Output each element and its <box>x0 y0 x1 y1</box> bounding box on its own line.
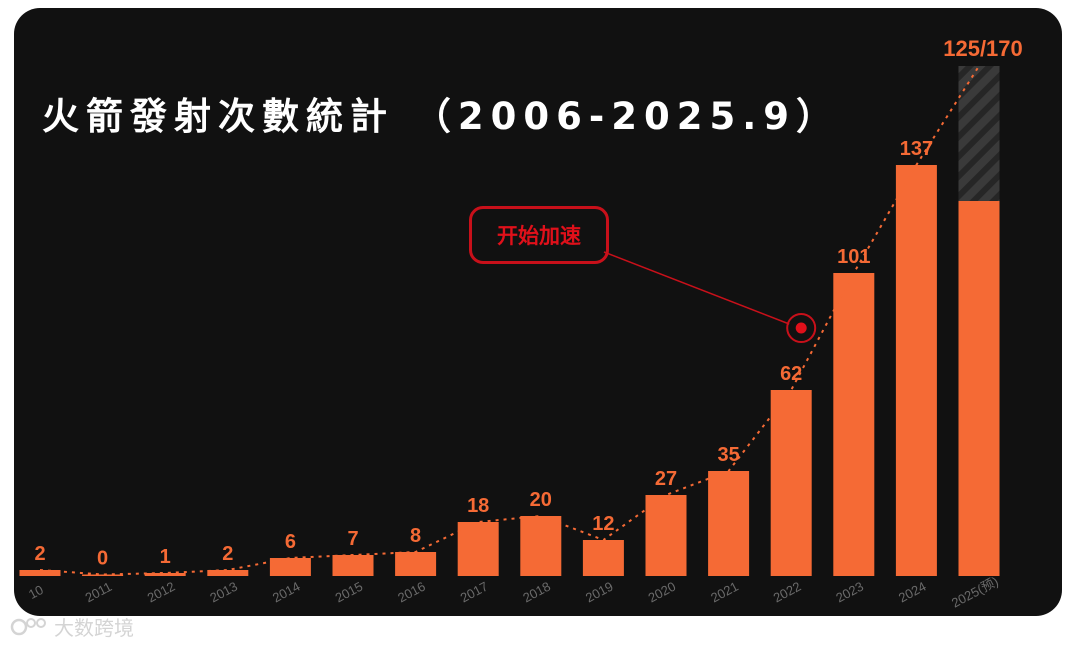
tick-label-2019: 2019 <box>583 579 616 606</box>
tick-label-2022: 2022 <box>771 579 804 606</box>
bar-2012 <box>144 573 186 576</box>
watermark: 大数跨境 <box>10 612 134 641</box>
tick-label-2014: 2014 <box>270 579 303 606</box>
bar-2011 <box>82 574 124 576</box>
value-label-2017: 18 <box>467 495 489 517</box>
bar-2021 <box>708 471 750 576</box>
value-label-2011: 0 <box>97 548 108 570</box>
brand-logo-icon <box>10 617 46 635</box>
highlight-ring <box>786 313 817 343</box>
bar-2024 <box>895 165 937 576</box>
value-label-2020: 27 <box>655 468 677 490</box>
tick-label-2023: 2023 <box>833 579 866 606</box>
value-label-2018: 20 <box>530 489 552 511</box>
bar-2014 <box>269 558 311 576</box>
chart-card: 2 0 1 2 6 7 8 18 20 12 27 35 62 101 137 125/170 10 2011 2… <box>14 8 1062 616</box>
value-label-2014: 6 <box>285 531 296 553</box>
callout-label: 开始加速 <box>497 224 581 248</box>
bar-2022 <box>770 390 812 576</box>
bar-2013 <box>207 570 249 576</box>
callout-connector <box>603 251 790 325</box>
value-label-2015: 7 <box>347 528 358 550</box>
value-label-2024: 137 <box>900 138 933 160</box>
value-label-2010: 2 <box>34 543 45 565</box>
bar-2015 <box>332 555 374 576</box>
bar-2018 <box>520 516 562 576</box>
tick-label-2012: 2012 <box>145 579 178 606</box>
trend-line <box>39 65 980 576</box>
bar-2016 <box>395 552 437 576</box>
tick-label-2025(预): 2025(预) <box>949 574 1001 611</box>
tick-label-2011: 2011 <box>83 579 115 605</box>
chart-title: 火箭發射次數統計 （2006-2025.9） <box>42 95 840 138</box>
tick-label-2013: 2013 <box>207 579 240 606</box>
bar-2020 <box>645 495 687 576</box>
bar-2017 <box>457 522 499 576</box>
tick-label-2018: 2018 <box>520 579 553 606</box>
value-label-2025(预): 125/170 <box>943 36 1023 61</box>
tick-label-2021: 2021 <box>708 579 741 606</box>
acceleration-callout: 开始加速 <box>469 206 609 264</box>
bar-2019 <box>582 540 624 576</box>
highlight-dot <box>795 322 807 334</box>
value-label-2023: 101 <box>837 246 870 268</box>
tick-label-2017: 2017 <box>458 579 491 606</box>
value-label-2019: 12 <box>592 513 614 535</box>
value-label-2013: 2 <box>222 543 233 565</box>
value-label-2021: 35 <box>717 444 739 466</box>
bar-2023 <box>833 273 875 576</box>
watermark-text: 大数跨境 <box>54 616 134 640</box>
tick-label-2010: 10 <box>26 582 46 602</box>
bar-2010 <box>19 570 61 576</box>
tick-label-2015: 2015 <box>333 579 366 606</box>
value-label-2016: 8 <box>410 525 421 547</box>
value-label-2012: 1 <box>160 546 171 568</box>
value-label-2022: 62 <box>780 363 802 385</box>
bar-2025(预) <box>958 201 1000 576</box>
tick-label-2020: 2020 <box>646 579 679 606</box>
tick-label-2016: 2016 <box>395 579 428 606</box>
projected-bar-2025(预) <box>958 66 1000 201</box>
tick-label-2024: 2024 <box>896 579 929 606</box>
